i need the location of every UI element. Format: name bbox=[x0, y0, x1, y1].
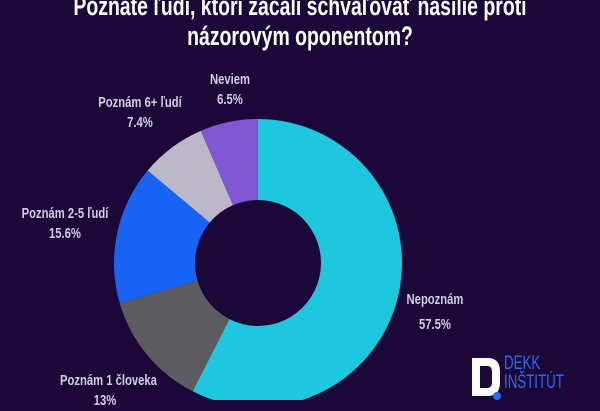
donut-slice-3 bbox=[147, 130, 233, 223]
slice-label: Neviem bbox=[209, 71, 251, 88]
title-line-2: názorovým oponentom? bbox=[187, 21, 413, 51]
title-line-1: Poznáte ľudí, ktorí začali schvaľovať ná… bbox=[73, 0, 527, 21]
logo-line-1: DEKK bbox=[504, 353, 541, 374]
label-6plus: Poznám 6+ ľudí 7.4% bbox=[95, 93, 185, 133]
slice-label: Poznám 6+ ľudí bbox=[98, 94, 182, 111]
dekk-logo: DEKK INŠTITÚT bbox=[470, 354, 600, 400]
slice-label: Poznám 2-5 ľudí bbox=[21, 205, 109, 222]
label-neviem: Neviem 6.5% bbox=[200, 70, 260, 110]
donut-chart bbox=[113, 119, 402, 400]
slice-label: Nepoznám bbox=[406, 291, 464, 308]
label-nepoznam: Nepoznám 57.5% bbox=[405, 287, 465, 337]
donut-slice-4 bbox=[200, 119, 258, 206]
donut-slice-2 bbox=[113, 170, 210, 304]
logo-line-2: INŠTITÚT bbox=[504, 372, 564, 393]
slice-value: 57.5% bbox=[419, 316, 451, 333]
logo-text: DEKK INŠTITÚT bbox=[504, 354, 564, 392]
slice-value: 7.4% bbox=[127, 114, 153, 131]
donut-slice-1 bbox=[119, 280, 230, 392]
donut-slice-0 bbox=[192, 119, 402, 400]
logo-mark-icon bbox=[472, 358, 501, 400]
label-1-clovek: Poznám 1 človeka 13% bbox=[60, 371, 157, 411]
slice-value: 13% bbox=[93, 392, 117, 409]
slice-value: 15.6% bbox=[49, 225, 81, 242]
slice-label: Poznám 1 človeka bbox=[60, 372, 157, 389]
label-2-5: Poznám 2-5 ľudí 15.6% bbox=[20, 204, 110, 244]
slice-value: 6.5% bbox=[217, 91, 243, 108]
chart-title: Poznáte ľudí, ktorí začali schvaľovať ná… bbox=[73, 0, 526, 51]
